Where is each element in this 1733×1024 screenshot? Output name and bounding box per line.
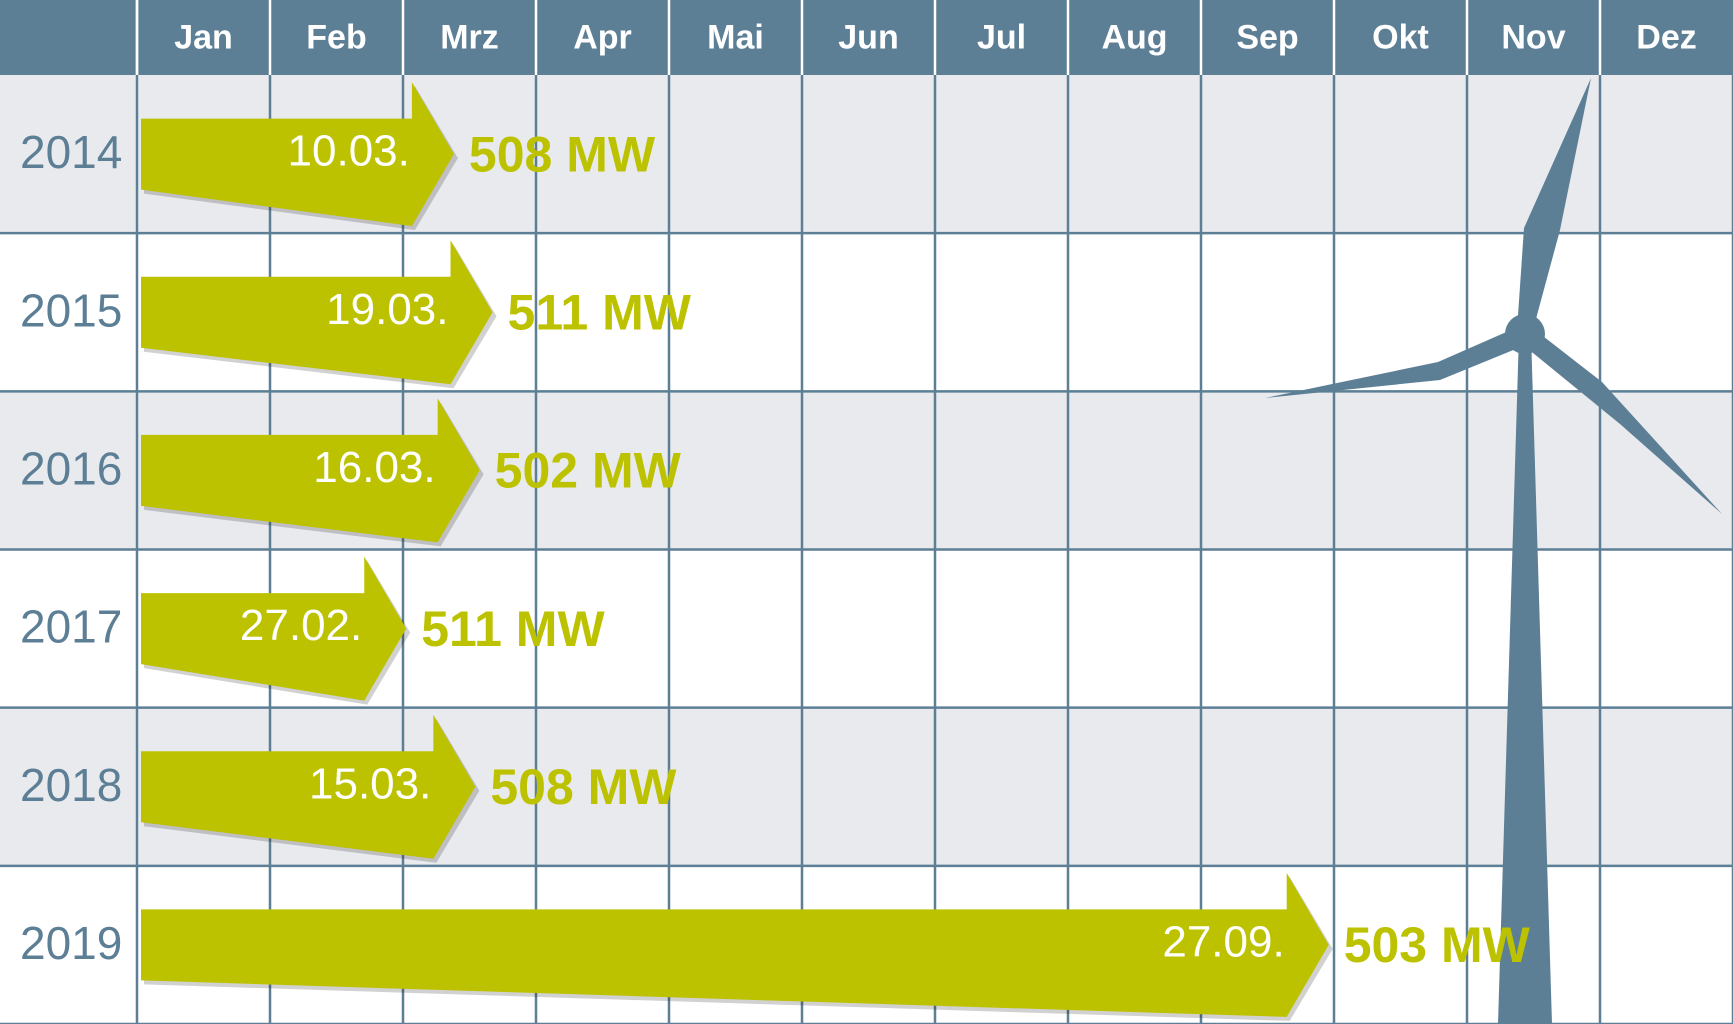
value-label: 502 MW (495, 443, 682, 499)
value-label: 511 MW (421, 601, 605, 657)
date-label: 16.03. (313, 443, 435, 492)
year-label: 2014 (20, 126, 122, 178)
month-label: Okt (1372, 18, 1429, 56)
value-label: 511 MW (508, 284, 692, 340)
month-label: Feb (306, 18, 366, 56)
chart: Jan Feb Mrz Apr Mai Jun Jul Aug Sep Okt Nov Dez 2014… (0, 0, 1733, 1024)
month-label: Apr (573, 18, 632, 56)
date-label: 10.03. (288, 127, 410, 176)
month-label: Aug (1101, 18, 1167, 56)
month-label: Mrz (440, 18, 499, 56)
month-label: Dez (1636, 18, 1696, 56)
year-label: 2019 (20, 917, 122, 969)
date-label: 19.03. (326, 285, 448, 334)
month-label: Jul (977, 18, 1026, 56)
year-label: 2016 (20, 443, 122, 495)
year-label: 2017 (20, 601, 122, 653)
month-label: Mai (707, 18, 764, 56)
value-label: 508 MW (469, 126, 656, 182)
turbine-hub (1505, 314, 1545, 354)
month-label: Jun (838, 18, 898, 56)
value-label: 503 MW (1344, 917, 1531, 973)
month-label: Sep (1236, 18, 1298, 56)
date-label: 15.03. (309, 759, 431, 808)
month-label: Jan (174, 18, 233, 56)
month-label: Nov (1501, 18, 1565, 56)
year-label: 2015 (20, 284, 122, 336)
date-label: 27.02. (240, 601, 362, 650)
year-label: 2018 (20, 759, 122, 811)
value-label: 508 MW (490, 759, 677, 815)
date-label: 27.09. (1162, 918, 1284, 967)
